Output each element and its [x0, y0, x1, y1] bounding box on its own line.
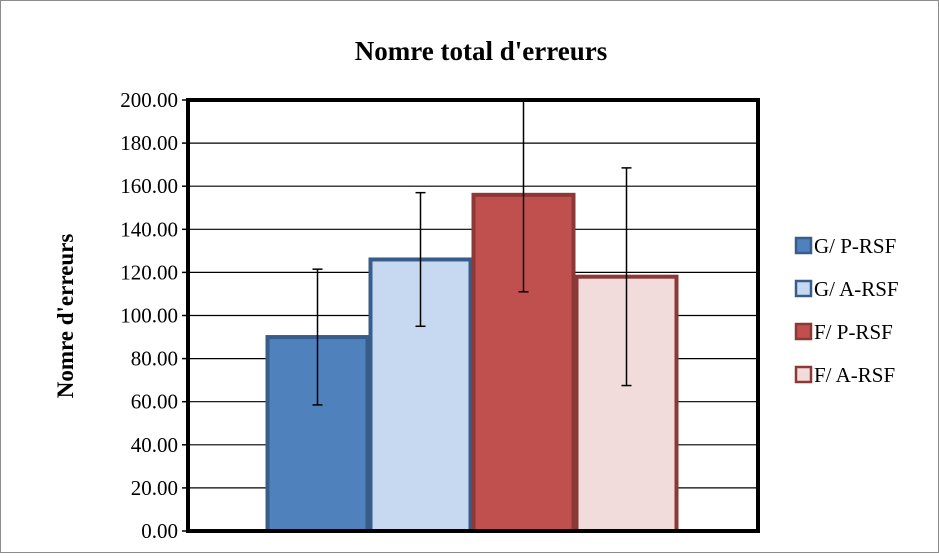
legend: G/ P-RSF G/ A-RSF F/ P-RSF F/ A-RSF	[794, 234, 899, 387]
y-tick-label: 40.00	[131, 433, 178, 457]
legend-label: F/ A-RSF	[814, 363, 895, 387]
y-tick-label: 100.00	[120, 304, 178, 328]
chart-title: Nomre total d'erreurs	[355, 36, 607, 66]
y-tick-labels: 0.00 20.00 40.00 60.00 80.00 100.00 120.00 140.…	[120, 88, 188, 543]
legend-swatch	[794, 365, 813, 384]
legend-label: F/ P-RSF	[814, 320, 893, 344]
y-tick-label: 60.00	[131, 390, 178, 414]
y-tick-label: 180.00	[120, 131, 178, 155]
legend-swatch	[794, 279, 813, 298]
legend-label: G/ P-RSF	[814, 234, 896, 258]
y-tick-label: 120.00	[120, 260, 178, 284]
y-tick-label: 80.00	[131, 347, 178, 371]
legend-swatch	[794, 236, 813, 255]
y-tick-label: 0.00	[141, 519, 178, 543]
y-tick-label: 140.00	[120, 217, 178, 241]
y-tick-label: 20.00	[131, 476, 178, 500]
error-bars-layer	[312, 100, 632, 406]
legend-swatch	[794, 322, 813, 341]
legend-label: G/ A-RSF	[814, 277, 899, 301]
y-tick-label: 200.00	[120, 88, 178, 112]
y-axis-label: Nomre d'erreurs	[53, 234, 78, 399]
y-tick-label: 160.00	[120, 174, 178, 198]
